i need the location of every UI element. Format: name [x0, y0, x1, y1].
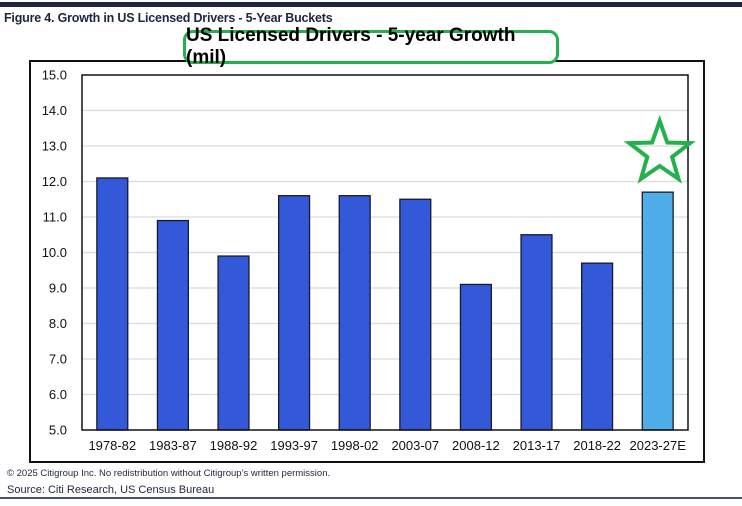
y-tick-label: 14.0 [42, 103, 67, 118]
y-tick-label: 6.0 [49, 387, 67, 402]
x-axis-ticks: 1978-82 1983-87 1988-92 1993-97 1998-02 2003-… [88, 438, 686, 453]
plot-area-border [81, 74, 689, 431]
top-rule [0, 2, 742, 7]
x-tick-label: 2023-27E [630, 438, 687, 453]
bar-1993-97 [277, 195, 311, 431]
bar-2013-17 [520, 234, 553, 431]
chart-title-text: US Licensed Drivers - 5-year Growth (mil… [186, 25, 516, 68]
y-tick-label: 8.0 [49, 316, 67, 331]
bars [96, 177, 674, 431]
x-tick-label: 1988-92 [210, 438, 258, 453]
bar-1988-92 [217, 255, 250, 431]
x-tick-label: 1978-82 [88, 438, 136, 453]
chart-title: US Licensed Drivers - 5-year Growth (mil… [183, 25, 559, 68]
x-tick-label: 1998-02 [331, 438, 379, 453]
y-tick-label: 10.0 [42, 245, 67, 260]
y-tick-label: 9.0 [49, 281, 67, 296]
bar-2008-12 [459, 283, 493, 431]
bottom-rule [0, 497, 742, 499]
x-tick-label: 1993-97 [270, 438, 318, 453]
bar-2023-27E [641, 191, 674, 431]
y-tick-label: 12.0 [42, 174, 67, 189]
annotations [623, 114, 696, 184]
bar-1998-02 [338, 195, 371, 431]
y-tick-label: 7.0 [49, 352, 67, 367]
x-tick-label: 2008-12 [452, 438, 500, 453]
y-tick-label: 5.0 [49, 423, 67, 438]
bar-1978-82 [96, 177, 129, 431]
figure-title: Figure 4. Growth in US Licensed Drivers … [4, 11, 333, 25]
star-icon [623, 114, 696, 184]
x-tick-label: 2003-07 [391, 438, 439, 453]
x-tick-label: 1983-87 [149, 438, 197, 453]
bar-2018-22 [580, 262, 614, 431]
y-tick-label: 13.0 [42, 139, 67, 154]
y-tick-label: 15.0 [42, 68, 67, 83]
copyright-notice: © 2025 Citigroup Inc. No redistribution … [7, 468, 331, 479]
bar-1983-87 [156, 219, 190, 431]
x-tick-label: 2013-17 [513, 438, 561, 453]
y-axis-ticks: 5.0 6.0 7.0 8.0 9.0 10.0 11.0 12.0 13.0 14.0 15.0 [42, 68, 67, 438]
bar-2003-07 [399, 198, 432, 431]
source-note: Source: Citi Research, US Census Bureau [7, 484, 215, 496]
y-tick-label: 11.0 [43, 210, 67, 225]
x-tick-label: 2018-22 [573, 438, 621, 453]
